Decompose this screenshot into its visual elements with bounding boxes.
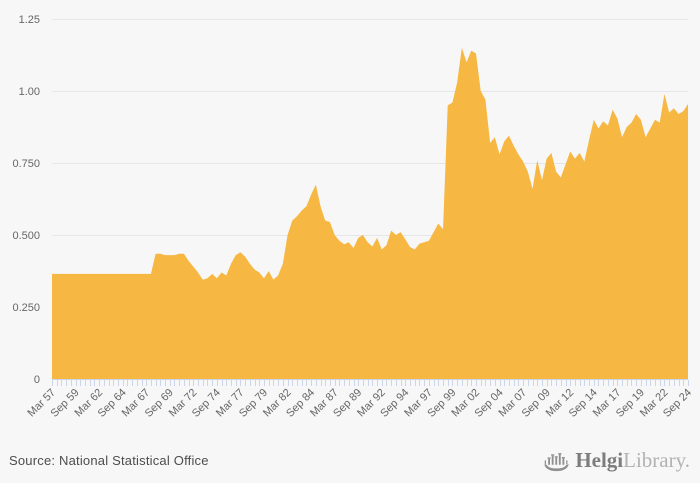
helgilibrary-logo[interactable]: HelgiLibrary. [543,447,690,473]
y-tick-label: 0.250 [12,302,40,314]
y-axis-labels: 0 0.250 0.500 0.750 1.00 1.25 [12,14,40,386]
x-axis-ticks [52,380,689,386]
area-series [52,47,688,380]
source-label: Source: National Statistical Office [9,453,209,468]
y-tick-label: 0 [34,374,40,386]
brand-text: HelgiLibrary. [575,447,690,473]
y-tick-label: 1.25 [19,14,40,26]
y-tick-label: 0.750 [12,158,40,170]
y-tick-label: 0.500 [12,230,40,242]
brand-name-primary: Helgi [575,448,624,472]
y-tick-label: 1.00 [19,86,40,98]
chart-footer: Source: National Statistical Office [0,444,700,483]
helgi-ship-icon [544,453,570,472]
brand-name-secondary: Library. [623,448,690,472]
